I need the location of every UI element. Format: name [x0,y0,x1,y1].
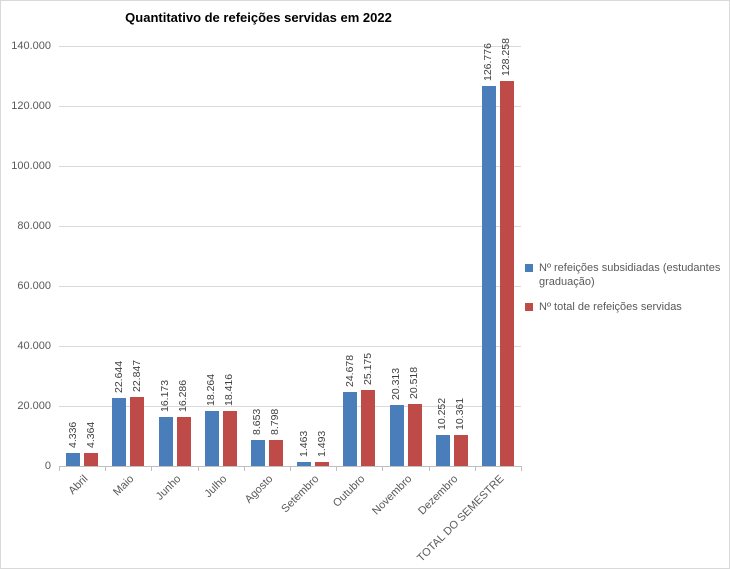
bar-value-label: 22.847 [130,360,143,393]
gridline [59,345,521,347]
bar [297,461,312,466]
bar-value-label: 8.653 [251,408,264,436]
x-axis-tick [151,466,153,471]
legend-swatch-icon [525,303,533,311]
bar [112,398,127,466]
category-label: Agosto [242,473,276,506]
bar-value-label: 128.258 [500,38,513,77]
bar [389,405,404,466]
category-label: Maio [111,473,137,499]
x-axis-tick [197,466,199,471]
bar-value-label: 20.313 [390,367,402,401]
x-axis-tick [382,466,384,471]
bar-value-label: 24.678 [343,354,356,387]
bar-value-label: 1.493 [315,430,328,457]
gridline [59,285,521,287]
gridline [59,165,521,167]
legend-label: Nº refeições subsidiadas (estudantes gra… [539,262,721,288]
legend: Nº refeições subsidiadas (estudantes gra… [525,261,727,325]
x-axis-tick [521,466,522,471]
gridline [59,45,521,47]
chart-title: Quantitativo de refeições servidas em 20… [125,10,392,25]
y-axis-label: 120.000 [11,99,51,112]
category-label: TOTAL DO SEMESTRE [415,473,507,565]
bar [176,417,191,466]
x-axis-tick [474,466,476,471]
category-label: Setembro [279,473,322,516]
bar-value-label: 16.173 [159,380,171,413]
legend-item: Nº refeições subsidiadas (estudantes gra… [525,261,727,289]
bar [268,439,283,466]
legend-swatch-icon [525,264,533,272]
category-label: Novembro [369,473,414,518]
category-label: Outubro [331,473,368,510]
bar [84,452,99,466]
y-axis-label: 80.000 [17,219,51,232]
y-axis-label: 40.000 [17,339,51,352]
y-axis-label: 0 [44,459,51,472]
y-axis-label: 140.000 [11,39,51,52]
x-axis-tick [243,466,245,471]
x-axis-tick [59,466,60,471]
bar [481,85,496,466]
y-axis-label: 100.000 [11,159,51,172]
bar [315,461,330,466]
bar-value-label: 10.252 [436,398,449,431]
bar-value-label: 16.286 [177,380,189,413]
legend-label: Nº total de refeições servidas [539,301,682,313]
bar-value-label: 4.336 [66,421,79,448]
x-axis-tick [290,466,291,471]
bar-value-label: 10.361 [454,397,467,430]
bar-value-label: 22.644 [112,360,125,394]
y-axis-label: 20.000 [17,399,51,412]
bar-value-label: 20.518 [408,367,420,400]
bar-value-label: 8.798 [269,408,282,435]
bar [361,390,376,466]
bar [343,391,358,466]
bar [499,81,514,466]
legend-item: Nº total de refeições servidas [525,300,727,314]
bar [204,411,219,466]
bar [407,404,422,466]
category-label: Junho [153,473,183,503]
bar [453,434,468,466]
bar-value-label: 4.364 [84,421,97,448]
bar [66,452,81,466]
bar-value-label: 1.463 [297,430,310,457]
bar [250,440,265,466]
bar [158,417,173,466]
x-axis-tick [428,466,430,471]
gridline [59,105,521,107]
bar-value-label: 25.175 [361,353,374,386]
bar [222,410,237,466]
bar [435,435,450,466]
y-axis-label: 60.000 [17,279,51,292]
bar-value-label: 18.264 [205,374,218,407]
gridline [59,405,521,407]
bar-value-label: 126.776 [482,42,495,81]
gridline [59,225,521,227]
x-axis-tick [336,466,338,471]
bar-value-label: 18.416 [223,373,236,406]
bar [130,397,145,466]
x-axis-tick [105,466,107,471]
